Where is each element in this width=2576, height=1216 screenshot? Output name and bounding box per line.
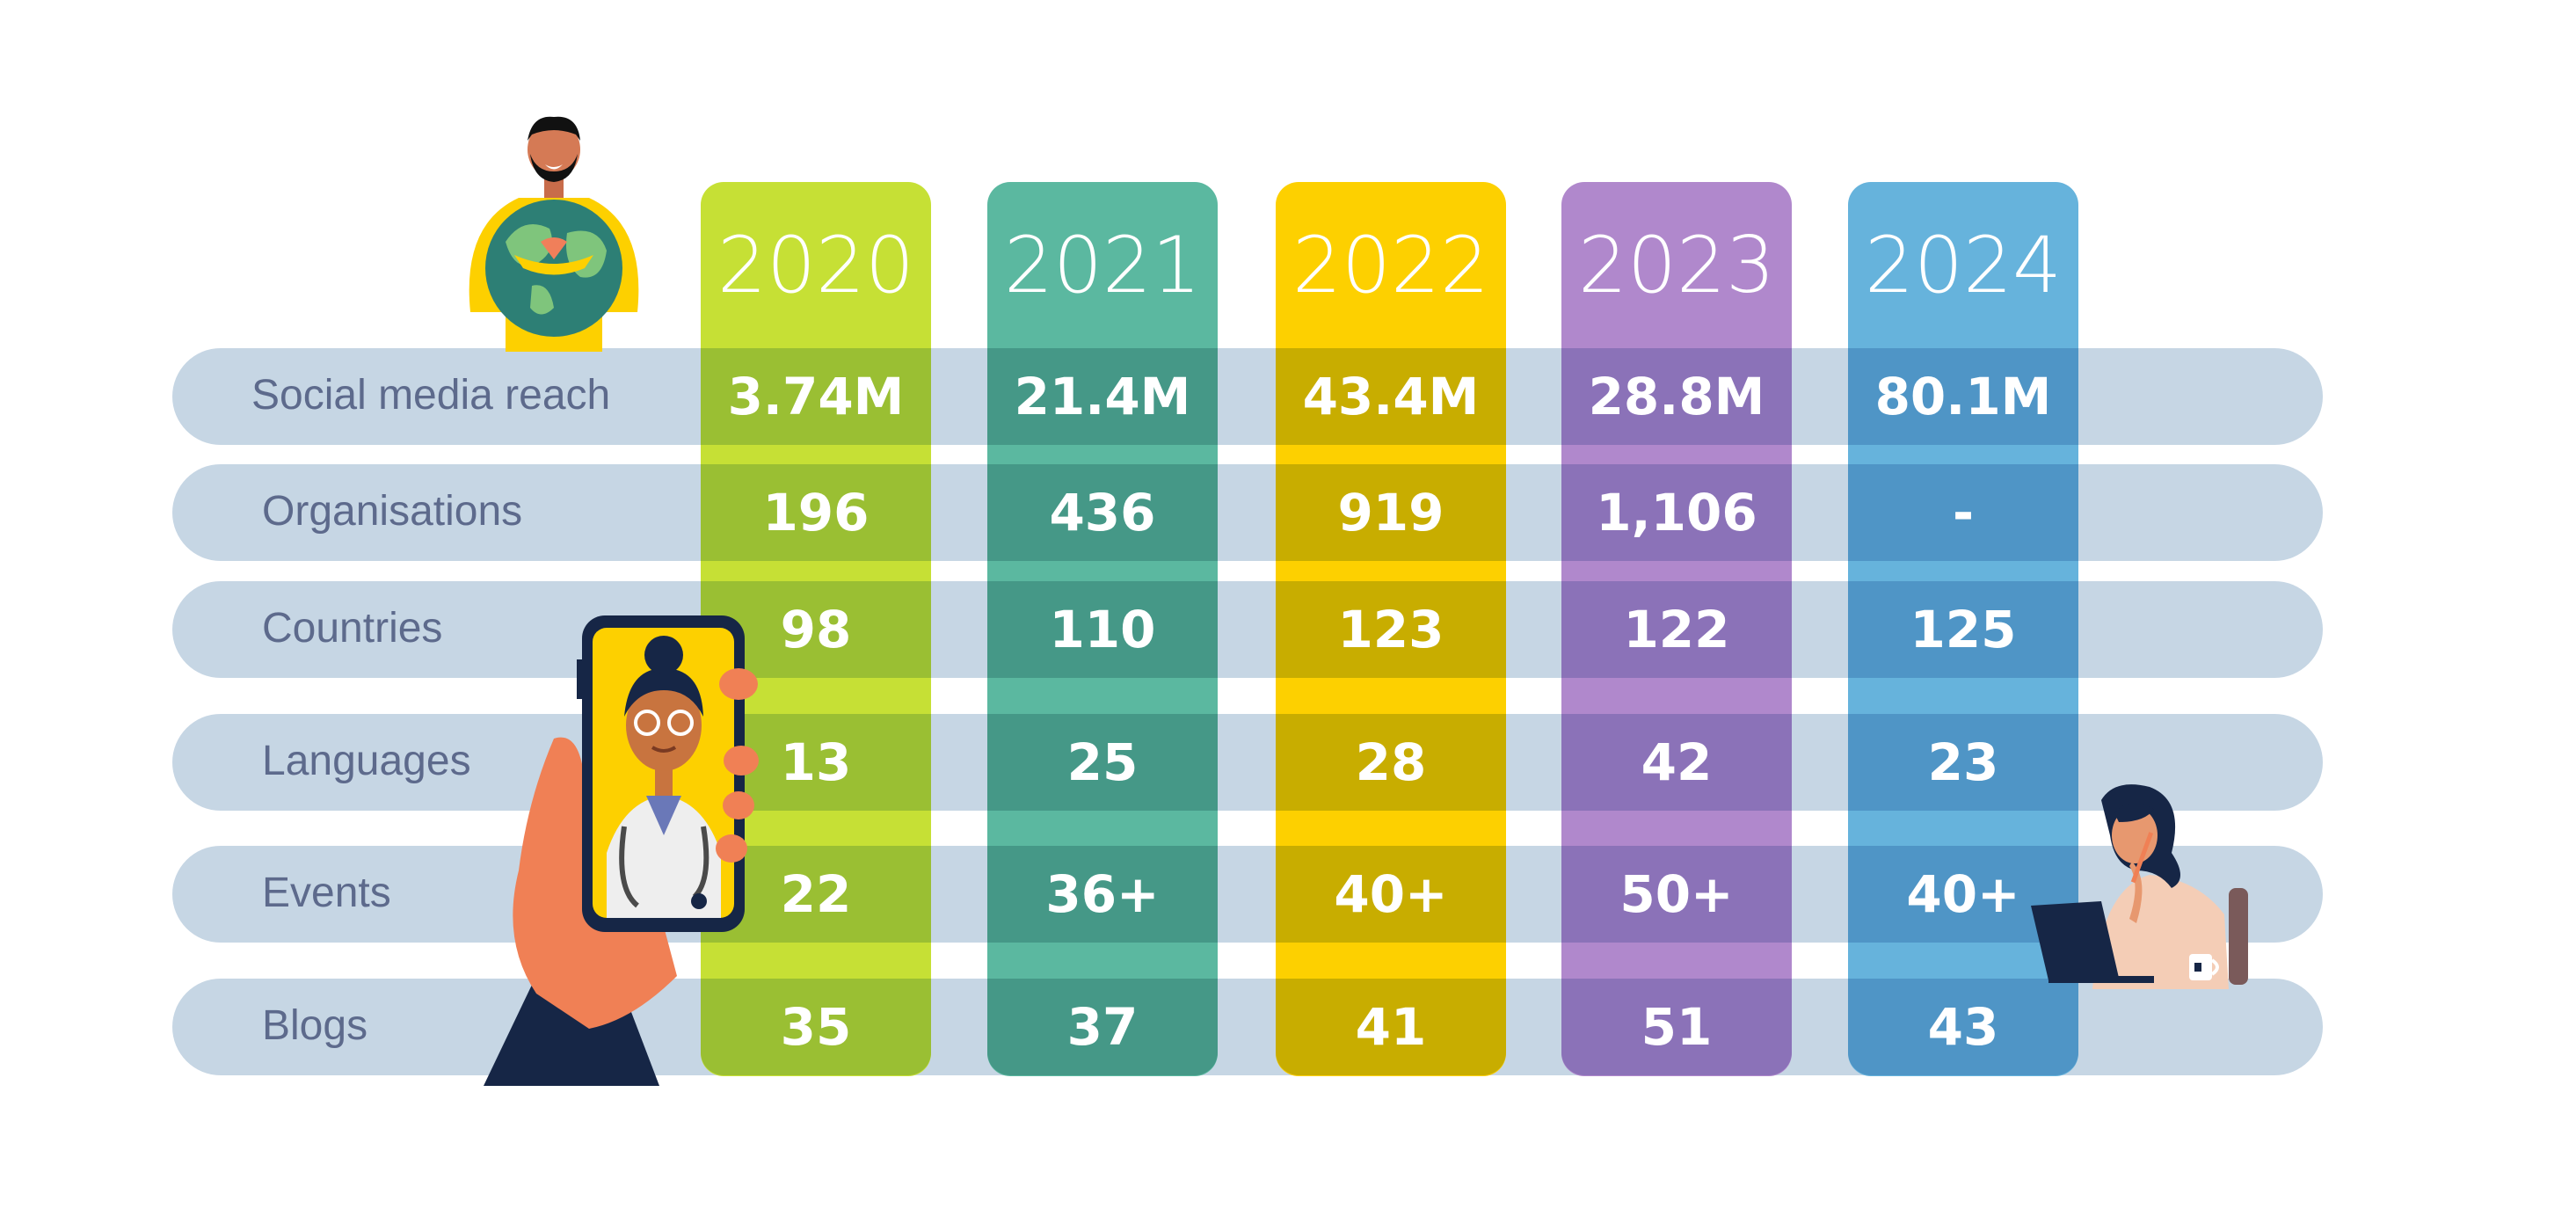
table-cell: 40+ — [1334, 864, 1448, 924]
table-cell-background — [987, 464, 1218, 561]
table-cell: 43.4M — [1302, 367, 1480, 426]
table-cell: 51 — [1641, 997, 1713, 1057]
table-cell: 122 — [1623, 600, 1730, 659]
row-label: Blogs — [262, 1002, 368, 1049]
table-cell-background — [701, 464, 931, 561]
table-cell-background — [1276, 979, 1506, 1075]
woman-at-laptop-icon — [2031, 784, 2248, 989]
table-cell: 43 — [1927, 997, 1999, 1057]
table-cell-background — [1276, 464, 1506, 561]
table-cell: 37 — [1066, 997, 1139, 1057]
table-cell: 110 — [1049, 600, 1156, 659]
table-cell: 80.1M — [1874, 367, 2052, 426]
table-cell: 3.74M — [727, 367, 905, 426]
table-cell-background — [1561, 348, 1792, 445]
row-label: Events — [262, 870, 391, 916]
table-cell-background — [1848, 348, 2078, 445]
table-cell-background — [1848, 464, 2078, 561]
table-cell: 1,106 — [1596, 483, 1757, 542]
table-cell-background — [1561, 846, 1792, 943]
table-cell: 13 — [780, 732, 852, 792]
table-cell-background — [1848, 979, 2078, 1075]
table-cell: - — [1952, 483, 1975, 542]
table-cell: 125 — [1910, 600, 2017, 659]
row-label: Organisations — [262, 488, 523, 535]
table-cell-background — [987, 714, 1218, 811]
table-cell-background — [1276, 348, 1506, 445]
table-cell: 28.8M — [1588, 367, 1765, 426]
table-cell-background — [1561, 979, 1792, 1075]
table-cell-background — [987, 846, 1218, 943]
table-cell-background — [987, 348, 1218, 445]
table-cell: 41 — [1355, 997, 1427, 1057]
table-cell: 196 — [762, 483, 870, 542]
table-cell: 23 — [1927, 732, 1999, 792]
man-hugging-globe-icon — [469, 116, 639, 352]
table-cell-background — [1848, 714, 2078, 811]
column-header-year: 2020 — [717, 220, 914, 310]
table-cell: 436 — [1049, 483, 1156, 542]
row-label: Countries — [262, 605, 443, 652]
table-cell-background — [987, 979, 1218, 1075]
hand-holding-phone-doctor-icon — [484, 615, 759, 1086]
table-cell-background — [987, 581, 1218, 678]
table-cell-background — [1276, 581, 1506, 678]
table-cell: 123 — [1337, 600, 1444, 659]
table-cell: 50+ — [1619, 864, 1734, 924]
table-cell-background — [1561, 464, 1792, 561]
table-cell: 35 — [780, 997, 852, 1057]
table-cell-background — [1276, 846, 1506, 943]
table-cell: 25 — [1066, 732, 1139, 792]
table-cell: 22 — [780, 864, 852, 924]
table-cell: 42 — [1641, 732, 1713, 792]
column-header-year: 2024 — [1865, 220, 2062, 310]
table-cell-background — [701, 348, 931, 445]
table-cell: 40+ — [1906, 864, 2020, 924]
table-cell: 28 — [1355, 732, 1427, 792]
table-cell-background — [1848, 581, 2078, 678]
row-label: Languages — [262, 738, 471, 784]
table-cell-background — [1561, 581, 1792, 678]
column-header-year: 2022 — [1292, 220, 1489, 310]
table-cell: 21.4M — [1014, 367, 1191, 426]
table-cell: 919 — [1337, 483, 1444, 542]
table-cell: 36+ — [1045, 864, 1160, 924]
table-cell: 98 — [780, 600, 852, 659]
row-label: Social media reach — [251, 372, 611, 419]
table-cell-background — [1276, 714, 1506, 811]
table-cell-background — [701, 979, 931, 1075]
column-header-year: 2023 — [1578, 220, 1775, 310]
column-header-year: 2021 — [1004, 220, 1201, 310]
table-cell-background — [1561, 714, 1792, 811]
